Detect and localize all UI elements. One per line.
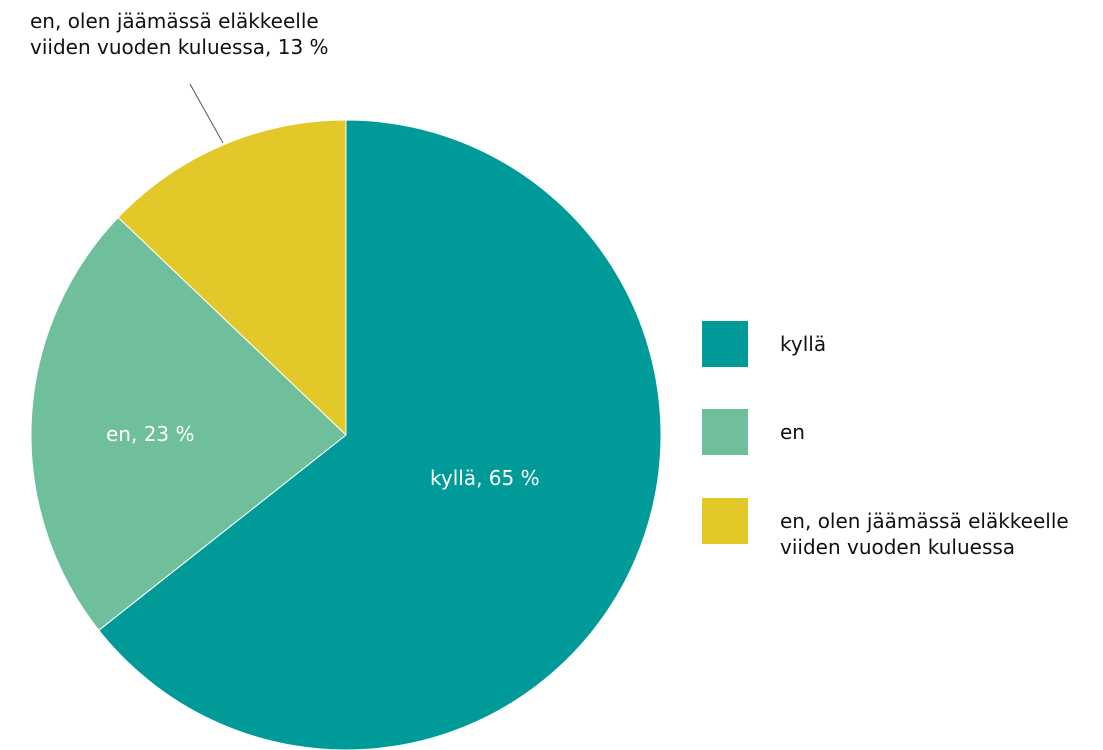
legend-label: kyllä	[780, 332, 827, 356]
legend-label: en	[780, 420, 805, 444]
data-label: kyllä, 65 %	[430, 466, 540, 490]
legend-swatch	[702, 409, 748, 455]
data-label: en, 23 %	[106, 422, 195, 446]
data-label: en, olen jäämässä eläkkeelle viiden vuod…	[30, 9, 329, 59]
legend-swatch	[702, 321, 748, 367]
pie-slice	[98, 119, 662, 750]
pie-slice	[30, 216, 347, 632]
leader-line	[189, 83, 224, 144]
legend-label: en, olen jäämässä eläkkeelle viiden vuod…	[780, 509, 1069, 559]
pie-slice	[117, 119, 347, 437]
legend-swatch	[702, 498, 748, 544]
